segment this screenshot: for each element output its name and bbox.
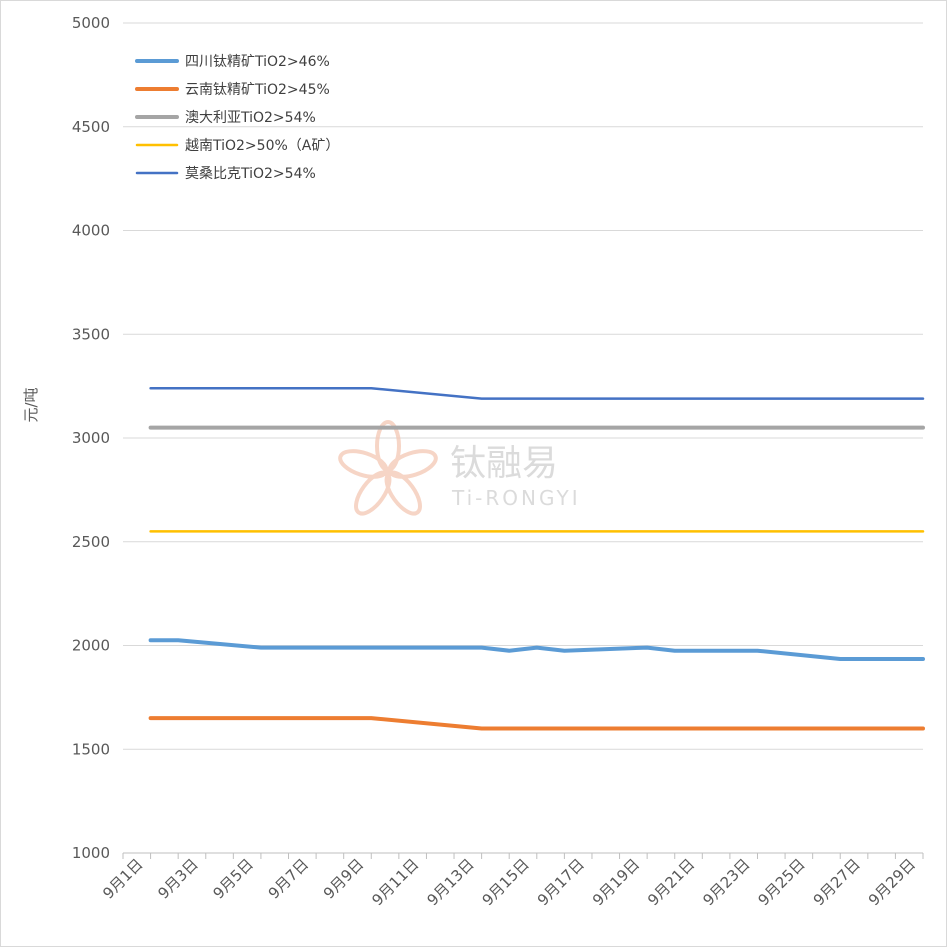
x-tick-label: 9月23日 <box>699 855 753 909</box>
y-tick-label: 2500 <box>72 533 110 551</box>
x-tick-label: 9月3日 <box>154 855 201 902</box>
series-lines <box>148 386 925 731</box>
legend-label: 澳大利亚TiO2>54% <box>185 110 316 126</box>
watermark-subtitle: Ti-RONGYI <box>451 486 581 510</box>
legend-label: 云南钛精矿TiO2>45% <box>185 82 330 98</box>
x-tick-label: 9月15日 <box>479 855 533 909</box>
grid-lines <box>123 22 923 750</box>
legend-label: 四川钛精矿TiO2>46% <box>185 54 330 70</box>
y-tick-label: 1000 <box>72 844 110 862</box>
y-axis-label: 元/吨 <box>22 387 40 422</box>
legend-label: 越南TiO2>50%（A矿） <box>185 138 339 154</box>
x-tick-label: 9月17日 <box>534 855 588 909</box>
y-tick-label: 4000 <box>72 222 110 240</box>
legend-label: 莫桑比克TiO2>54% <box>185 166 316 182</box>
x-tick-label: 9月19日 <box>589 855 643 909</box>
x-tick-label: 9月25日 <box>754 855 808 909</box>
x-tick-label: 9月13日 <box>423 855 477 909</box>
y-tick-label: 3500 <box>72 325 110 343</box>
x-tick-label: 9月11日 <box>368 855 422 909</box>
watermark-title: 钛融易 <box>450 443 558 484</box>
y-tick-label: 4500 <box>72 118 110 136</box>
y-tick-label: 1500 <box>72 740 110 758</box>
y-tick-label: 2000 <box>72 637 110 655</box>
series-line <box>148 638 925 661</box>
watermark: 钛融易 Ti-RONGYI <box>338 420 581 516</box>
y-tick-label: 3000 <box>72 429 110 447</box>
x-tick-label: 9月1日 <box>99 855 146 902</box>
x-tick-label: 9月9日 <box>320 855 367 902</box>
x-tick-label: 9月7日 <box>265 855 312 902</box>
watermark-flower-icon <box>338 420 438 516</box>
series-line <box>149 386 925 400</box>
x-tick-label: 9月21日 <box>644 855 698 909</box>
y-tick-label: 5000 <box>72 14 110 32</box>
series-line <box>148 716 925 731</box>
x-tick-label: 9月5日 <box>210 855 257 902</box>
legend: 四川钛精矿TiO2>46% 云南钛精矿TiO2>45% 澳大利亚TiO2>54% 越南… <box>135 54 339 182</box>
axes <box>122 852 924 859</box>
x-tick-label: 9月29日 <box>865 855 919 909</box>
x-tick-label: 9月27日 <box>810 855 864 909</box>
